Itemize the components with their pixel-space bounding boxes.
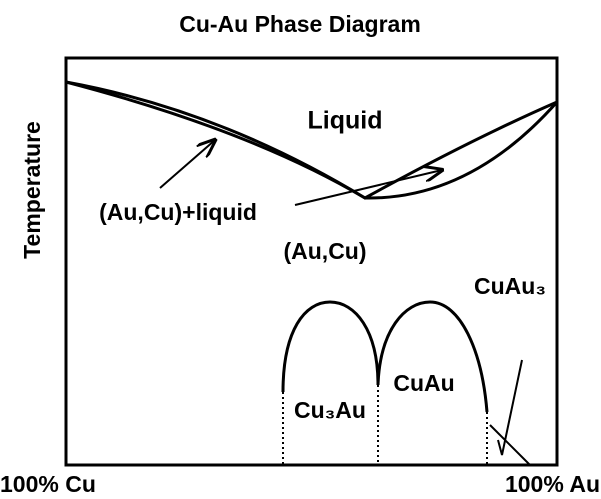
label-cuau3: CuAu₃	[474, 273, 546, 299]
title: Cu-Au Phase Diagram	[179, 11, 421, 37]
label-cuau: CuAu	[393, 370, 454, 396]
label-cu3au: Cu₃Au	[294, 397, 366, 423]
arrow	[159, 140, 215, 189]
frame	[64, 56, 559, 467]
cuau3-line	[489, 424, 531, 466]
solidus	[65, 80, 559, 200]
y-label: Temperature	[19, 121, 45, 259]
label-solid: (Au,Cu)	[283, 238, 366, 264]
label-liquid: Liquid	[308, 107, 383, 135]
x-left-label: 100% Cu	[0, 471, 96, 497]
label-two-phase: (Au,Cu)+liquid	[99, 199, 257, 225]
dome-cu3au	[281, 300, 380, 393]
dome-cuau	[376, 300, 489, 413]
arrow	[294, 170, 442, 206]
arrow	[497, 359, 523, 456]
x-right-label: 100% Au	[505, 471, 600, 497]
